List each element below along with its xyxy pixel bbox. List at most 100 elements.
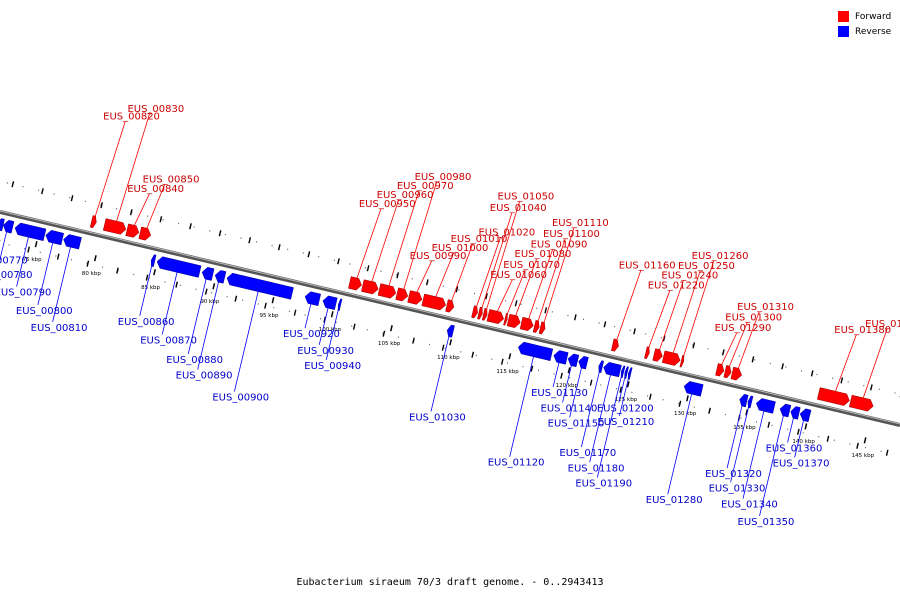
rail-tick	[751, 356, 755, 363]
gene-label-eus-00840: EUS_00840	[127, 184, 184, 195]
gene-label-eus-01040: EUS_01040	[490, 203, 547, 214]
gene-label-eus-01250: EUS_01250	[678, 261, 735, 272]
axis-tick	[508, 353, 512, 360]
leader-line	[787, 418, 794, 443]
legend-item-reverse: Reverse	[838, 24, 891, 39]
axis-tick-label: 100 kbp	[319, 327, 342, 333]
rail-tick	[500, 358, 504, 365]
leader-line	[616, 270, 642, 340]
gene-label-eus-01180: EUS_01180	[568, 463, 625, 474]
axis-tick	[745, 409, 749, 416]
rail-tick	[662, 335, 666, 342]
leader-line	[862, 328, 888, 398]
leader-line	[730, 407, 749, 483]
gene-arrow-eus-01120	[518, 341, 554, 362]
gene-arrow-eus-00950	[348, 276, 362, 291]
gene-arrow-eus-01260	[679, 354, 685, 368]
rail-tick	[175, 281, 179, 288]
gene-arrow-eus-01370	[799, 408, 812, 423]
leader-line	[509, 356, 534, 457]
leader-line	[552, 362, 560, 387]
axis-tick-label: 90 kbp	[200, 299, 219, 305]
rail-tick	[86, 260, 90, 267]
axis-tick-label: 130 kbp	[674, 411, 697, 417]
label-layer: EUS_00770 EUS_00780 EUS_00790 EUS_00800 EUS_…	[0, 104, 900, 528]
axis-tick-label: 85 kbp	[141, 285, 160, 291]
leader-line	[683, 260, 715, 356]
rail-tick	[264, 302, 267, 309]
gene-label-eus-00950: EUS_00950	[359, 199, 416, 210]
rail-tick	[530, 365, 534, 372]
leader-line	[0, 231, 7, 261]
rail-tick	[633, 328, 636, 335]
rail-tick	[796, 428, 800, 435]
rail-tick	[514, 300, 518, 307]
rail-tick	[840, 377, 844, 384]
rail-tick	[648, 393, 652, 400]
gene-arrow-eus-01390	[849, 394, 874, 412]
leader-line	[659, 280, 684, 350]
gene-arrow-eus-01060	[486, 309, 504, 324]
rail-tick	[485, 293, 488, 300]
rail-tick	[27, 246, 30, 253]
axis-tick-label: 145 kbp	[852, 453, 875, 459]
legend-label-forward: Forward	[855, 11, 892, 22]
leader-line	[116, 114, 150, 222]
legend-swatch-forward	[838, 11, 849, 22]
leader-line	[325, 310, 339, 360]
gene-arrow-eus-01010	[445, 299, 455, 313]
leader-line	[667, 394, 692, 495]
gene-label-eus-01370: EUS_01370	[773, 458, 830, 469]
leader-line	[759, 415, 784, 516]
gene-arrow-eus-01040	[477, 306, 483, 320]
rail-tick	[455, 286, 459, 293]
gene-arrow-eus-01240	[652, 348, 663, 362]
leader-line	[318, 308, 329, 345]
rail-tick	[70, 195, 74, 202]
rail-tick	[366, 265, 370, 272]
gene-label-eus-00870: EUS_00870	[140, 335, 197, 346]
rail-tick	[826, 435, 830, 442]
gene-arrow-eus-00820	[89, 215, 97, 229]
rail-tick	[885, 449, 889, 456]
leader-line	[197, 282, 219, 370]
leader-line	[618, 378, 626, 403]
rail-tick	[767, 421, 771, 428]
gene-arrow-eus-00830	[102, 218, 127, 235]
leader-line	[139, 266, 152, 316]
rail-tick	[441, 344, 445, 351]
leader-line	[672, 271, 701, 353]
leader-line	[388, 191, 420, 286]
axis-tick	[449, 339, 453, 346]
rail-tick	[56, 253, 60, 260]
rail-tick	[810, 370, 814, 377]
gene-label-eus-00940: EUS_00940	[304, 361, 361, 372]
axis-tick	[153, 269, 156, 276]
leader-line	[416, 260, 433, 293]
leader-line	[52, 247, 71, 322]
leader-line	[507, 269, 526, 314]
gene-arrow-eus-00980	[395, 287, 409, 302]
gene-arrow-eus-01380	[816, 387, 850, 406]
gene-label-eus-01390: EUS_01390	[865, 319, 900, 330]
gene-label-eus-00790: EUS_00790	[0, 288, 51, 299]
leader-line	[835, 334, 857, 392]
rail-tick	[352, 323, 356, 330]
leader-line	[187, 279, 207, 355]
axis-tick	[93, 255, 97, 262]
rail-tick	[323, 316, 327, 323]
leader-line	[729, 322, 748, 367]
leader-line	[403, 181, 437, 290]
gene-arrow-eus-00790	[14, 222, 47, 242]
gene-arrow-eus-01140	[567, 353, 580, 368]
leader-line	[371, 199, 400, 282]
leader-line	[648, 290, 671, 348]
gene-label-eus-01020: EUS_01020	[478, 227, 535, 238]
leader-line	[581, 372, 600, 448]
gene-label-eus-00830: EUS_00830	[127, 104, 184, 115]
gene-arrow-eus-01180	[603, 362, 622, 378]
gene-arrow-eus-00960	[361, 279, 379, 295]
gene-arrow-eus-00860	[150, 254, 157, 268]
gene-arrow-eus-01200	[624, 366, 629, 379]
